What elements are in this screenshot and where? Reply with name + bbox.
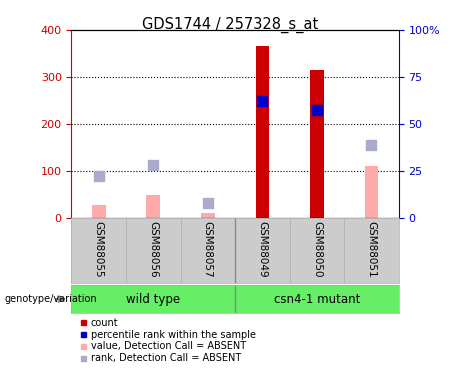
Bar [92,205,106,218]
Text: wild type: wild type [126,292,180,306]
Bar [255,46,269,217]
Bar [201,213,215,217]
Bar [365,166,378,218]
Text: GSM88050: GSM88050 [312,221,322,277]
Text: GDS1744 / 257328_s_at: GDS1744 / 257328_s_at [142,17,319,33]
Text: GSM88055: GSM88055 [94,221,104,278]
Text: GSM88057: GSM88057 [203,221,213,278]
Text: value, Detection Call = ABSENT: value, Detection Call = ABSENT [91,342,246,351]
Text: GSM88049: GSM88049 [257,221,267,278]
Point [149,162,157,168]
Text: csn4-1 mutant: csn4-1 mutant [274,292,360,306]
Point [313,106,321,112]
Text: GSM88051: GSM88051 [366,221,377,278]
Text: rank, Detection Call = ABSENT: rank, Detection Call = ABSENT [91,354,241,363]
Point [95,173,102,179]
Text: GSM88056: GSM88056 [148,221,158,278]
Point [368,142,375,148]
Text: percentile rank within the sample: percentile rank within the sample [91,330,256,339]
Bar [147,195,160,217]
Text: count: count [91,318,118,327]
Bar [310,70,324,217]
Point [204,200,212,206]
Text: genotype/variation: genotype/variation [5,294,97,304]
Point [259,98,266,104]
